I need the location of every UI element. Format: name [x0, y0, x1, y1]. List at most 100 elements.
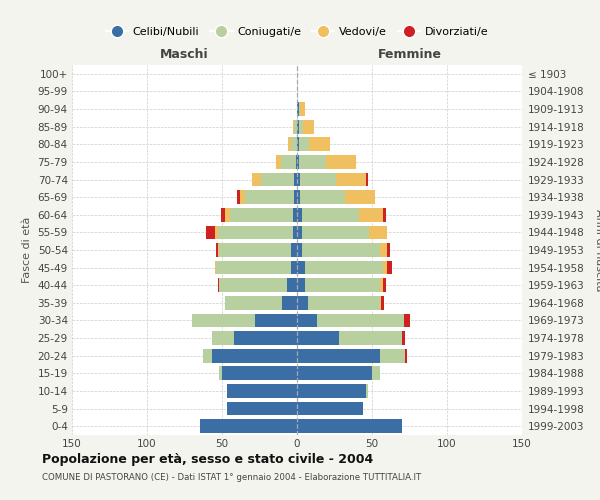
Bar: [219, 243, 291, 257]
Bar: [308, 296, 380, 310]
Bar: [297, 402, 363, 415]
Bar: [281, 155, 296, 169]
Bar: [293, 226, 297, 239]
Bar: [229, 208, 293, 222]
Bar: [240, 190, 245, 204]
Bar: [215, 260, 216, 274]
Bar: [234, 331, 297, 345]
Bar: [216, 243, 218, 257]
Bar: [216, 260, 291, 274]
Bar: [212, 331, 234, 345]
Bar: [294, 120, 297, 134]
Bar: [359, 208, 383, 222]
Bar: [297, 296, 308, 310]
Bar: [383, 278, 386, 292]
Bar: [297, 172, 300, 186]
Bar: [317, 314, 404, 328]
Bar: [299, 102, 300, 116]
Bar: [372, 366, 380, 380]
Bar: [297, 243, 302, 257]
Bar: [291, 260, 297, 274]
Bar: [405, 349, 407, 362]
Bar: [369, 226, 387, 239]
Y-axis label: Anni di nascita: Anni di nascita: [594, 209, 600, 291]
Bar: [294, 190, 297, 204]
Bar: [339, 331, 402, 345]
Bar: [297, 226, 302, 239]
Legend: Celibi/Nubili, Coniugati/e, Vedovi/e, Divorziati/e: Celibi/Nubili, Coniugati/e, Vedovi/e, Di…: [101, 22, 493, 42]
Bar: [215, 226, 218, 239]
Bar: [219, 366, 222, 380]
Bar: [293, 120, 294, 134]
Bar: [297, 138, 299, 151]
Y-axis label: Fasce di età: Fasce di età: [22, 217, 32, 283]
Bar: [299, 138, 309, 151]
Bar: [297, 190, 300, 204]
Bar: [387, 260, 392, 274]
Bar: [297, 120, 299, 134]
Bar: [225, 208, 229, 222]
Bar: [387, 243, 390, 257]
Bar: [299, 120, 303, 134]
Bar: [276, 155, 281, 169]
Bar: [297, 208, 302, 222]
Bar: [380, 243, 387, 257]
Bar: [227, 384, 297, 398]
Bar: [366, 384, 367, 398]
Text: COMUNE DI PASTORANO (CE) - Dati ISTAT 1° gennaio 2004 - Elaborazione TUTTITALIA.: COMUNE DI PASTORANO (CE) - Dati ISTAT 1°…: [42, 472, 421, 482]
Bar: [296, 155, 297, 169]
Bar: [383, 260, 387, 274]
Bar: [222, 366, 297, 380]
Bar: [325, 155, 355, 169]
Bar: [380, 296, 381, 310]
Bar: [297, 349, 380, 362]
Bar: [221, 208, 225, 222]
Bar: [252, 172, 261, 186]
Text: Popolazione per età, sesso e stato civile - 2004: Popolazione per età, sesso e stato civil…: [42, 452, 373, 466]
Bar: [309, 138, 330, 151]
Bar: [297, 278, 305, 292]
Bar: [203, 349, 212, 362]
Bar: [300, 172, 336, 186]
Bar: [227, 402, 297, 415]
Bar: [299, 155, 325, 169]
Bar: [404, 314, 409, 328]
Bar: [380, 278, 383, 292]
Bar: [297, 260, 305, 274]
Bar: [336, 172, 366, 186]
Bar: [287, 278, 297, 292]
Bar: [237, 190, 240, 204]
Bar: [302, 208, 359, 222]
Bar: [305, 278, 380, 292]
Bar: [297, 331, 339, 345]
Bar: [297, 102, 299, 116]
Text: Maschi: Maschi: [160, 48, 209, 62]
Bar: [366, 172, 367, 186]
Bar: [218, 278, 219, 292]
Bar: [205, 226, 215, 239]
Bar: [383, 208, 386, 222]
Bar: [192, 314, 255, 328]
Bar: [297, 155, 299, 169]
Bar: [282, 296, 297, 310]
Bar: [380, 349, 405, 362]
Bar: [199, 420, 297, 433]
Bar: [297, 366, 372, 380]
Bar: [302, 243, 380, 257]
Bar: [291, 138, 297, 151]
Bar: [293, 208, 297, 222]
Bar: [288, 138, 291, 151]
Bar: [381, 296, 384, 310]
Bar: [300, 102, 305, 116]
Bar: [294, 172, 297, 186]
Bar: [261, 172, 294, 186]
Bar: [218, 243, 219, 257]
Bar: [291, 243, 297, 257]
Bar: [345, 190, 375, 204]
Bar: [212, 349, 297, 362]
Text: Femmine: Femmine: [377, 48, 442, 62]
Bar: [297, 314, 317, 328]
Bar: [297, 384, 366, 398]
Bar: [305, 260, 383, 274]
Bar: [402, 331, 405, 345]
